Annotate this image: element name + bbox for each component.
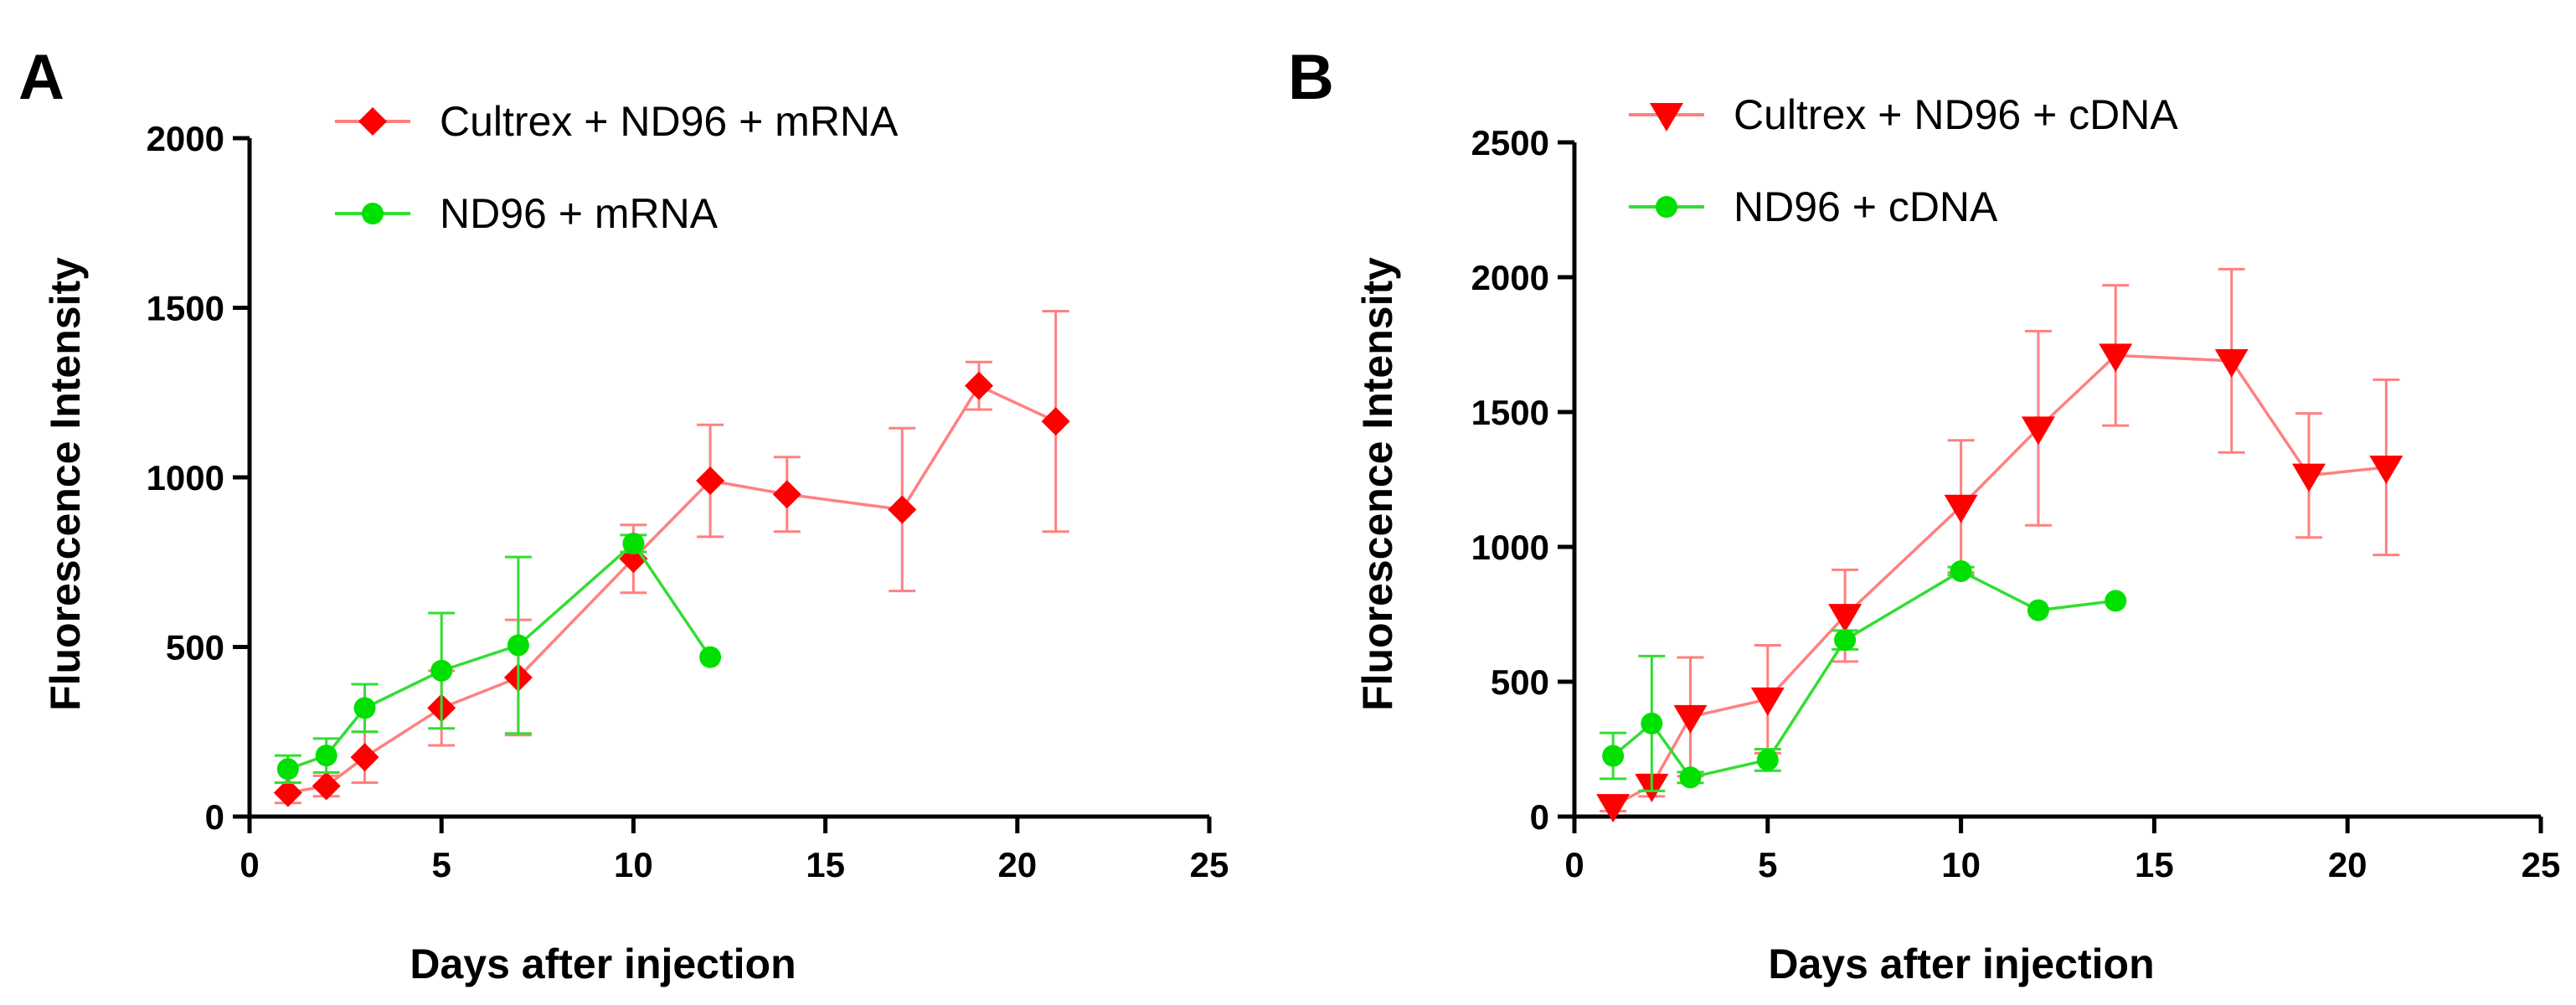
data-point	[353, 697, 376, 719]
data-point	[772, 480, 801, 509]
data-point	[1828, 604, 1862, 633]
y-tick-label-a: 1000	[147, 458, 224, 497]
data-point	[430, 659, 453, 682]
data-point	[2099, 343, 2133, 373]
data-point	[1750, 687, 1785, 716]
x-tick-label-b: 25	[2522, 845, 2561, 884]
series-a-0	[273, 310, 1070, 807]
x-tick-label-a: 0	[240, 845, 259, 884]
data-point	[1602, 745, 1625, 767]
y-tick-label-a: 0	[205, 797, 224, 837]
panel-a: A Fluorescence Intensity Days after inje…	[18, 42, 1229, 987]
y-tick-label-a: 1500	[147, 289, 224, 328]
y-axis-title-b: Fluorescence Intensity	[1354, 257, 1401, 711]
data-point	[1641, 712, 1663, 734]
series-line	[287, 541, 712, 770]
legend-label: Cultrex + ND96 + mRNA	[440, 98, 899, 145]
x-tick-label-b: 15	[2135, 845, 2174, 884]
legend-marker	[1656, 196, 1677, 218]
legend-label: Cultrex + ND96 + cDNA	[1734, 91, 2178, 138]
axes-a: 0 500 1000 1500 2000 0 5 10 15 20 25	[147, 119, 1229, 884]
y-tick-label-b: 1000	[1471, 528, 1549, 567]
data-point	[2105, 590, 2127, 612]
data-point	[312, 771, 341, 801]
x-tick-label-b: 20	[2328, 845, 2367, 884]
data-point	[350, 743, 379, 772]
legend-a: Cultrex + ND96 + mRNA ND96 + mRNA	[335, 98, 899, 237]
x-tick-label-a: 20	[997, 845, 1037, 884]
x-tick-label-a: 5	[432, 845, 451, 884]
data-point	[1834, 629, 1857, 652]
data-point	[2214, 348, 2249, 378]
data-point	[2292, 463, 2326, 492]
series-line	[1612, 353, 2387, 807]
data-point	[2369, 456, 2403, 485]
series-b-0	[1596, 267, 2403, 823]
data-point	[696, 466, 725, 496]
data-point	[1679, 766, 1702, 789]
y-tick-label-b: 1500	[1471, 393, 1549, 432]
data-point	[276, 758, 299, 781]
legend-label: ND96 + cDNA	[1734, 183, 1998, 230]
data-point	[2021, 416, 2055, 446]
series-line	[1612, 569, 2116, 780]
data-point	[1756, 749, 1779, 771]
x-tick-label-b: 10	[1941, 845, 1981, 884]
panel-label-b: B	[1288, 42, 1334, 113]
data-point	[273, 778, 302, 807]
plot-area-b	[1596, 267, 2403, 823]
panel-b: B Fluorescence Intensity Days after inje…	[1288, 42, 2560, 987]
data-point	[1041, 407, 1070, 436]
legend-b: Cultrex + ND96 + cDNA ND96 + cDNA	[1629, 91, 2178, 230]
series-b-1	[1600, 559, 2127, 792]
x-tick-label-b: 5	[1758, 845, 1777, 884]
series-a-1	[274, 532, 722, 784]
x-tick-label-a: 25	[1190, 845, 1229, 884]
x-tick-label-b: 0	[1564, 845, 1584, 884]
data-point	[507, 634, 529, 657]
data-point	[1944, 494, 1978, 523]
legend-marker	[362, 203, 384, 224]
data-point	[315, 745, 337, 767]
panel-label-a: A	[18, 42, 64, 113]
x-axis-title-a: Days after injection	[410, 941, 796, 987]
series-line	[287, 384, 1057, 795]
data-point	[2027, 599, 2049, 621]
y-tick-label-b: 500	[1491, 662, 1549, 702]
data-point	[1596, 794, 1631, 823]
data-point	[622, 532, 645, 554]
x-axis-title-b: Days after injection	[1768, 941, 2154, 987]
data-point	[1673, 704, 1708, 734]
y-tick-label-b: 0	[1530, 797, 1549, 837]
data-point	[1950, 559, 1972, 582]
data-point	[964, 371, 993, 400]
x-tick-label-a: 10	[614, 845, 653, 884]
x-tick-label-a: 15	[806, 845, 845, 884]
plot-area-a	[273, 310, 1070, 807]
legend-marker	[358, 107, 387, 136]
axes-b: 0 500 1000 1500 2000 2500 0 5 10 15 20 25	[1471, 123, 2561, 884]
legend-label: ND96 + mRNA	[440, 190, 719, 237]
data-point	[699, 646, 722, 668]
y-axis-title-a: Fluorescence Intensity	[42, 257, 89, 711]
legend-marker	[1650, 103, 1683, 131]
data-point	[888, 495, 917, 524]
y-tick-label-a: 2000	[147, 119, 224, 158]
y-tick-label-b: 2000	[1471, 258, 1549, 297]
y-tick-label-b: 2500	[1471, 123, 1549, 162]
y-tick-label-a: 500	[166, 628, 224, 667]
